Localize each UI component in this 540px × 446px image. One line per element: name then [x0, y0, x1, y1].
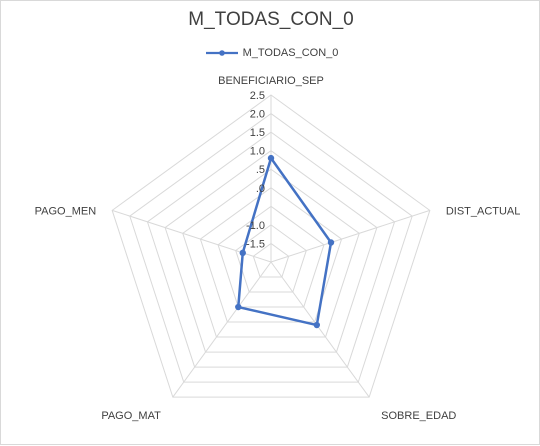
- radial-tick-label: 1.5: [250, 127, 265, 139]
- axis-spoke: [172, 261, 272, 398]
- data-point[interactable]: [267, 154, 275, 162]
- axis-label: BENEFICIARIO_SEP: [218, 75, 324, 87]
- radial-tick-label: 2.5: [250, 90, 265, 102]
- grid-ring: [111, 94, 431, 398]
- grid-ring: [164, 150, 378, 353]
- axis-label: DIST_ACTUAL: [446, 205, 521, 217]
- legend-label: M_TODAS_CON_0: [242, 47, 339, 59]
- radial-tick-label: -1.5: [246, 238, 265, 250]
- data-point[interactable]: [235, 303, 242, 311]
- series-line: [237, 156, 333, 327]
- radial-tick-label: 1.0: [250, 146, 265, 158]
- axis-label: PAGO_MAT: [101, 410, 161, 422]
- grid-ring: [199, 187, 343, 323]
- grid-ring: [235, 224, 307, 293]
- axis-label: PAGO_MEN: [35, 205, 97, 217]
- radial-tick-label: 2.0: [250, 109, 265, 121]
- chart-title: M_TODAS_CON_0: [188, 9, 354, 30]
- data-point[interactable]: [239, 249, 246, 257]
- axis-spoke: [270, 209, 430, 263]
- axis-label: SOBRE_EDAD: [381, 410, 456, 422]
- grid-ring: [129, 112, 413, 383]
- grid-ring: [182, 168, 360, 338]
- legend[interactable]: M_TODAS_CON_0: [1, 47, 540, 59]
- legend-swatch: [205, 50, 238, 56]
- grid-ring: [146, 131, 396, 368]
- radial-tick-label: .0: [256, 183, 265, 195]
- axis-spoke: [270, 261, 370, 398]
- data-point[interactable]: [313, 321, 321, 329]
- radial-tick-label: .5: [256, 164, 265, 176]
- radial-tick-label: -1.0: [246, 220, 265, 232]
- grid-ring: [252, 242, 290, 278]
- grid-ring: [217, 205, 325, 308]
- data-point[interactable]: [327, 239, 335, 246]
